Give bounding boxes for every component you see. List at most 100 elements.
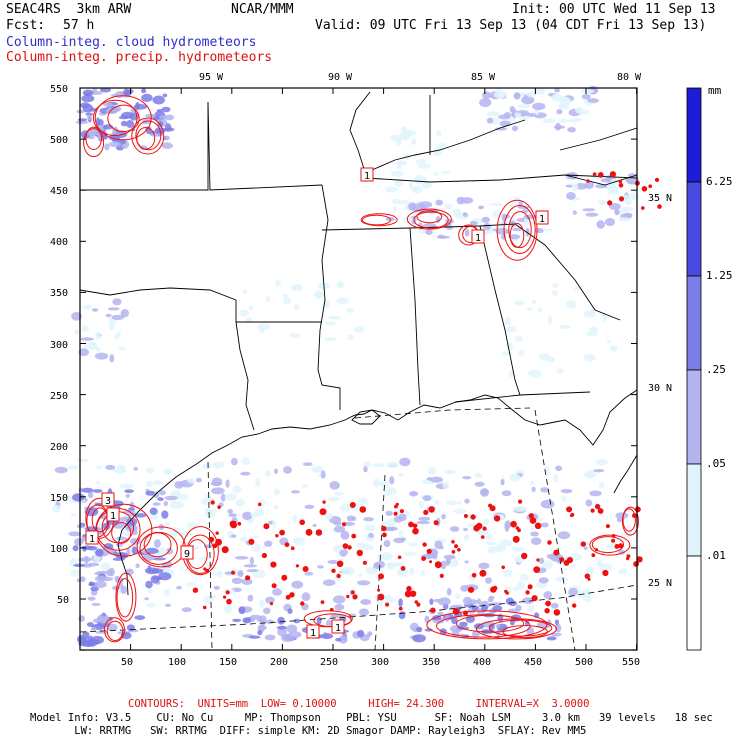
cloud-cell [248,305,254,310]
precip-cell [342,522,346,527]
cloud-cell [396,163,402,170]
cloud-cell [68,531,82,537]
cloud-cell [550,602,559,609]
precip-cell [545,600,551,607]
precip-contour [106,620,124,641]
cloud-cell [106,623,118,632]
y-tick-label: 250 [50,391,69,402]
cloud-cell [479,488,490,497]
precip-cell [657,204,662,209]
precip-cell [559,557,565,562]
contour-label-box [101,492,115,507]
cloud-cell [463,535,470,542]
cloud-cell [264,540,273,547]
precip-cell [393,511,398,516]
cloud-cell [479,98,492,108]
cloud-cell [385,510,393,516]
cloud-cell [248,635,261,639]
cloud-cell [108,141,122,148]
cloud-cell [409,491,419,497]
cloud-cell [108,567,115,577]
precip-cell [512,535,520,543]
cloud-cell [159,490,166,496]
precip-cell [463,514,468,518]
cloud-cell [434,171,439,176]
cloud-cell [149,133,163,137]
cloud-cell [551,290,558,296]
cloud-cell [242,511,253,520]
precip-contour [115,572,137,622]
cloud-cell [540,499,555,509]
x-tick-label: 100 [168,657,187,668]
precip-cell [408,521,414,528]
cloud-cell [119,483,134,489]
precip-cell [409,590,417,597]
valid-time: Valid: 09 UTC Fri 13 Sep 13 (04 CDT Fri … [315,18,707,33]
cloud-cell [453,508,467,515]
cloud-cell [503,112,511,118]
cloud-cell [149,507,158,515]
cloud-cell [528,604,535,614]
y-tick-label: 450 [50,186,69,197]
cloud-cell [398,472,404,477]
cloud-cell [250,512,260,518]
cloud-cell [301,592,311,602]
cloud-cell [340,530,350,540]
cloud-cell [145,580,153,589]
cloud-cell [409,567,415,576]
cloud-cell [464,560,469,564]
cloud-cell [464,498,470,504]
precip-cell [428,506,435,513]
precip-cell [226,598,232,605]
lon-label-95w: 95 W [199,72,224,83]
precip-cell [528,513,534,519]
cloud-cell [530,531,539,537]
cloud-cell [293,618,301,624]
cloud-cell [425,229,433,235]
cloud-cell [94,580,107,589]
precip-cell [566,557,574,564]
cloud-cell [118,115,129,120]
contour-label: 3 [101,492,115,507]
cloud-cell [283,466,292,474]
precip-contour [591,536,625,554]
precip-cell [518,499,523,504]
cloud-cell [231,577,243,584]
precip-cell [331,568,336,573]
cloud-cell [485,541,497,546]
alabama-georgia-line [479,225,521,396]
cloud-cell [538,557,545,564]
precip-cell [584,573,590,579]
cloud-cell [512,125,518,132]
cloud-cell [249,556,254,565]
cloud-cell [126,624,135,631]
cloud-cell [371,463,385,467]
precip-contour [83,128,105,158]
cloud-cell [255,478,260,487]
cloud-cell [505,326,517,333]
precip-cell [534,522,542,530]
precip-cell [544,608,550,614]
cloud-cell [111,314,125,320]
cloud-cell [79,576,86,583]
cloud-cell [357,573,363,578]
cloud-cell [243,564,257,568]
precip-contour [456,614,525,633]
cloud-cell [115,552,129,559]
cloud-cell [483,518,490,526]
colorbar-level-label: .01 [706,549,726,562]
cloud-cell [536,581,548,589]
cloud-cell [95,117,101,127]
cloud-cell [228,513,237,517]
colorbar-segment [686,463,702,557]
cloud-cell [380,552,393,561]
cloud-cell [451,616,458,625]
precip-cell [457,548,461,552]
cloud-cell [575,107,584,114]
cloud-cell [108,321,115,331]
cloud-cell [416,626,423,633]
cloud-cell [96,615,109,623]
cloud-cell [553,125,566,129]
cloud-cell [598,199,607,205]
precip-cell [208,536,215,543]
